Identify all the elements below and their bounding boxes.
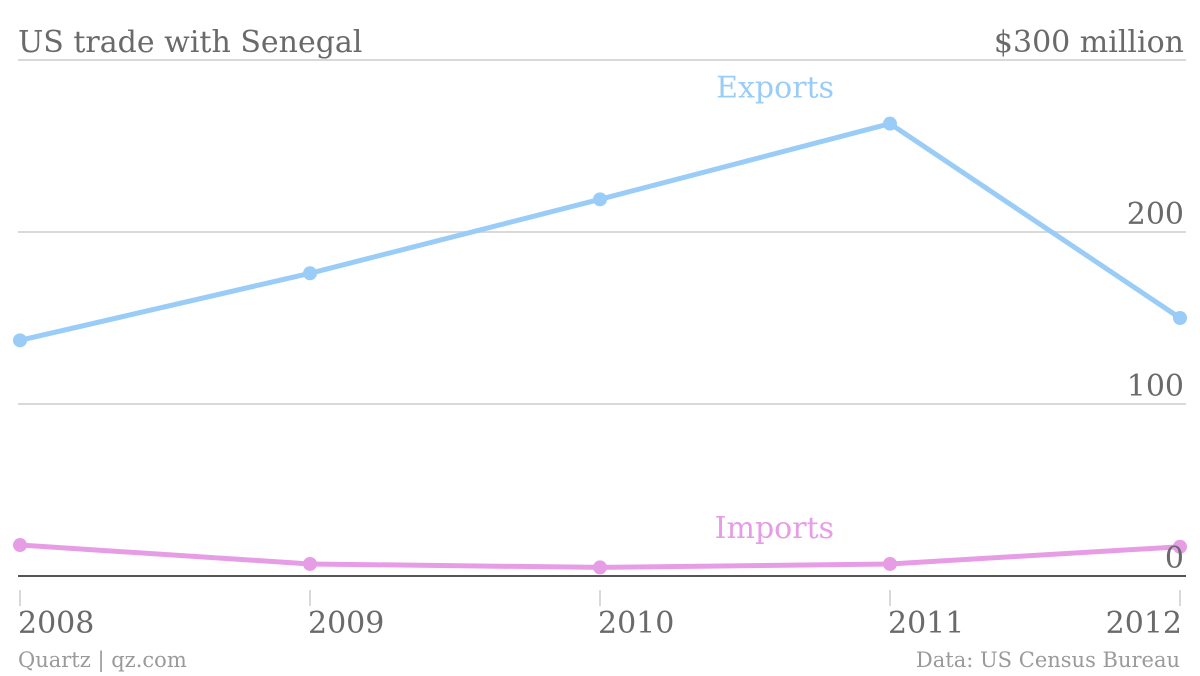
exports-point-2010 bbox=[593, 192, 607, 207]
imports-point-2009 bbox=[303, 556, 317, 571]
imports-point-2008 bbox=[13, 538, 27, 553]
y-tick-label-300: $300 million bbox=[994, 25, 1184, 60]
x-tick-label-2008: 2008 bbox=[18, 606, 94, 641]
y-tick-label-100: 100 bbox=[1127, 369, 1184, 404]
imports-point-2011 bbox=[883, 556, 897, 571]
chart-labels: 0 100 200 $300 million 2008 2009 2010 2011 2012 E… bbox=[18, 25, 1184, 641]
grid-lines bbox=[18, 59, 1186, 405]
x-tick-label-2010: 2010 bbox=[598, 606, 674, 641]
x-axis bbox=[18, 575, 1186, 606]
series-lines bbox=[13, 116, 1187, 575]
x-tick-label-2012: 2012 bbox=[1106, 606, 1182, 641]
source-credit: Quartz | qz.com bbox=[18, 648, 187, 673]
imports-series-label: Imports bbox=[715, 511, 834, 546]
exports-series-label: Exports bbox=[716, 71, 834, 106]
chart-title: US trade with Senegal bbox=[18, 25, 362, 60]
exports-point-2012 bbox=[1173, 311, 1187, 325]
imports-point-2012 bbox=[1173, 539, 1187, 554]
y-tick-label-0: 0 bbox=[1165, 541, 1184, 576]
x-tick-label-2011: 2011 bbox=[888, 606, 964, 641]
exports-point-2009 bbox=[303, 266, 317, 281]
y-tick-label-200: 200 bbox=[1127, 197, 1184, 232]
exports-point-2011 bbox=[883, 116, 897, 131]
imports-point-2010 bbox=[593, 560, 607, 575]
exports-point-2008 bbox=[13, 333, 27, 348]
x-tick-label-2009: 2009 bbox=[308, 606, 384, 641]
data-source: Data: US Census Bureau bbox=[916, 648, 1180, 672]
